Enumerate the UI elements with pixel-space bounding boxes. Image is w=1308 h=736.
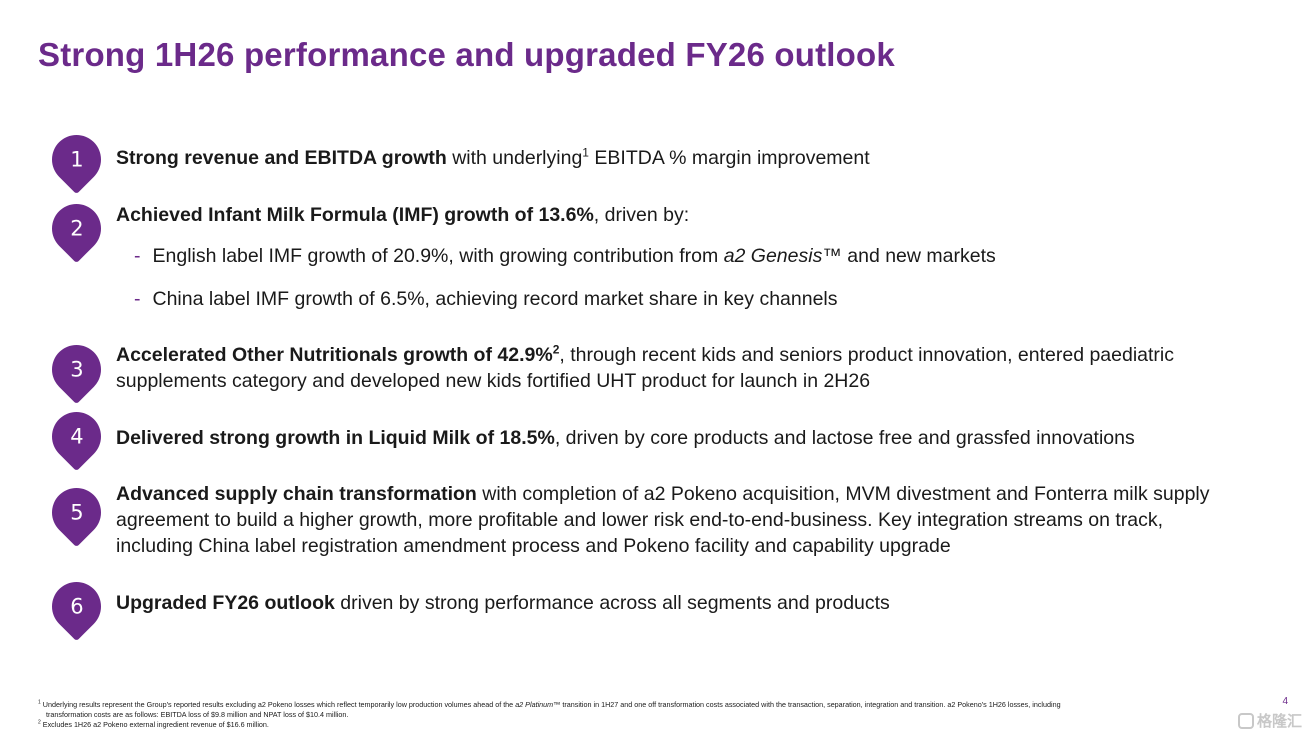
footnote-mark: 2 — [38, 719, 41, 726]
footnote-1: 1 Underlying results represent the Group… — [38, 700, 1228, 720]
watermark-text: 格隆汇 — [1256, 713, 1302, 730]
footnote-mark: 1 — [38, 699, 41, 706]
item-text: with underlying — [446, 147, 583, 169]
footnote-continuation: transformation costs are as follows: EBI… — [46, 710, 349, 719]
item-bold-text: Advanced supply chain transformation — [116, 483, 477, 505]
slide-title: Strong 1H26 performance and upgraded FY2… — [38, 36, 895, 73]
badge-number: 6 — [69, 594, 84, 619]
bullet-item-2: Achieved Infant Milk Formula (IMF) growt… — [116, 202, 1276, 228]
footnote-ref: 1 — [582, 145, 589, 160]
sub-bullet-china-label: - China label IMF growth of 6.5%, achievi… — [134, 286, 1234, 312]
footnote-text: ™ transition in 1H27 and one off transfo… — [553, 700, 1061, 709]
item-bold-text: Achieved Infant Milk Formula (IMF) growt… — [116, 204, 594, 226]
bullet-item-3: Accelerated Other Nutritionals growth of… — [116, 342, 1226, 394]
item-text: EBITDA % margin improvement — [588, 147, 870, 169]
watermark: 格隆汇 — [1237, 710, 1302, 731]
item-text: , driven by: — [593, 204, 690, 226]
number-badge-5: 5 — [41, 477, 112, 548]
footnote-ref: 2 — [552, 342, 560, 357]
number-badge-4: 4 — [41, 401, 112, 472]
footnote-text: Excludes 1H26 a2 Pokeno external ingredi… — [40, 720, 269, 729]
dash-marker: - — [134, 245, 141, 267]
product-name: a2 Genesis — [723, 245, 823, 267]
number-badge-3: 3 — [41, 334, 112, 405]
watermark-logo-icon — [1237, 712, 1254, 729]
sub-text: English label IMF growth of 20.9%, with … — [152, 245, 724, 267]
bullet-item-1: Strong revenue and EBITDA growth with un… — [116, 145, 1276, 171]
item-text: driven by strong performance across all … — [334, 592, 890, 614]
item-text: , driven by core products and lactose fr… — [554, 427, 1135, 449]
number-badge-6: 6 — [41, 571, 112, 642]
footnotes: 1 Underlying results represent the Group… — [38, 700, 1228, 730]
badge-number: 5 — [69, 500, 84, 525]
sub-text: ™ and new markets — [822, 245, 996, 267]
number-badge-2: 2 — [41, 193, 112, 264]
item-bold-text: Accelerated Other Nutritionals growth of… — [116, 344, 553, 366]
badge-number: 2 — [69, 216, 84, 241]
badge-number: 4 — [69, 424, 84, 449]
sub-bullet-english-label: - English label IMF growth of 20.9%, with… — [134, 243, 1234, 269]
bullet-item-5: Advanced supply chain transformation wit… — [116, 481, 1241, 559]
sub-text: China label IMF growth of 6.5%, achievin… — [152, 288, 838, 310]
page-number: 4 — [1282, 696, 1288, 707]
dash-marker: - — [134, 288, 141, 310]
item-bold-text: Strong revenue and EBITDA growth — [116, 147, 447, 169]
number-badge-1: 1 — [41, 124, 112, 195]
badge-number: 1 — [69, 147, 84, 172]
footnote-2: 2 Excludes 1H26 a2 Pokeno external ingre… — [38, 720, 1228, 730]
item-bold-text: Delivered strong growth in Liquid Milk o… — [116, 427, 555, 449]
item-text: with completion of a2 Pokeno acquisition… — [116, 483, 1210, 557]
item-text: , through recent kids and seniors produc… — [116, 344, 1175, 392]
footnote-product: a2 Platinum — [515, 700, 554, 709]
item-bold-text: Upgraded FY26 outlook — [116, 592, 335, 614]
bullet-item-6: Upgraded FY26 outlook driven by strong p… — [116, 590, 1276, 616]
bullet-item-4: Delivered strong growth in Liquid Milk o… — [116, 425, 1296, 451]
footnote-text: Underlying results represent the Group's… — [40, 700, 516, 709]
badge-number: 3 — [69, 357, 84, 382]
